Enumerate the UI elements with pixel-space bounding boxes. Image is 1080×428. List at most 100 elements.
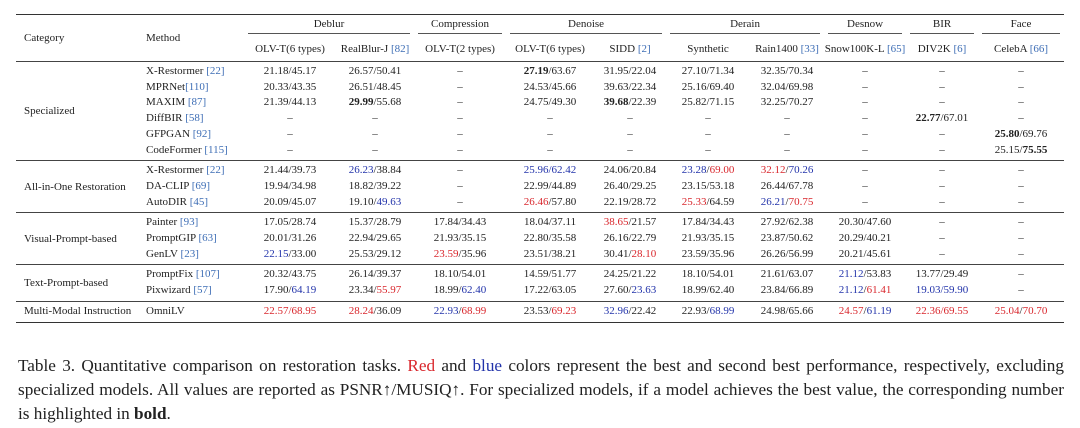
value-cell: – (978, 80, 1064, 96)
text-run: 23.51/38.21 (523, 247, 577, 260)
text-run: – (547, 143, 553, 156)
value-cell: – (906, 231, 978, 247)
text-run: 20.33/43.35 (263, 80, 317, 93)
text-run: GFPGAN (146, 127, 193, 140)
text-run: 20.32/43.75 (263, 268, 317, 281)
text-run: 39.63/22.34 (603, 80, 657, 93)
column-header: SIDD [2] (594, 37, 667, 62)
styled-run: 22.57/68.95 (263, 304, 317, 317)
text-run: 23.87/50.62 (760, 232, 814, 245)
text-run: / (785, 164, 789, 177)
text-run: – (287, 143, 293, 156)
header-cell: Compression (414, 15, 506, 38)
value-cell: – (414, 179, 506, 195)
styled-run: [33] (800, 43, 819, 55)
value-cell: 26.16/22.79 (594, 231, 666, 247)
value-cell: – (824, 195, 906, 213)
group-label: Face (982, 18, 1061, 34)
text-run: 21.93/35.15 (433, 232, 487, 245)
text-run: /35.96 (458, 247, 487, 260)
text-run: AutoDIR (146, 195, 190, 208)
text-run: 26.57/50.41 (348, 65, 402, 77)
value-cell: 20.32/43.75 (244, 264, 336, 284)
text-run: 32.25/70.27 (760, 96, 814, 109)
value-cell: 26.21/70.75 (750, 195, 824, 213)
value-cell: 14.59/51.77 (506, 264, 595, 284)
value-cell: 25.53/29.12 (336, 247, 414, 265)
styled-run: [23] (180, 247, 199, 260)
text-run: – (862, 195, 868, 208)
text-run: – (457, 143, 463, 156)
value-cell: 22.94/29.65 (336, 231, 414, 247)
value-cell: 21.18/45.17 (244, 62, 336, 80)
method-cell: CodeFormer [115] (140, 143, 244, 161)
styled-run: 38.65 (603, 216, 629, 229)
value-cell: – (978, 212, 1065, 232)
styled-run: 28.10 (631, 247, 657, 260)
value-cell: 18.04/37.11 (506, 212, 595, 232)
value-cell: 23.84/66.89 (750, 283, 824, 301)
method-cell: X-Restormer [22] (140, 160, 244, 179)
text-run: – (1018, 216, 1024, 229)
value-cell: 20.21/45.61 (824, 247, 906, 265)
header-sub-row: OLV-T(6 types) RealBlur-J [82] OLV-T(2 typ… (16, 37, 1065, 62)
value-cell: 22.93/68.99 (666, 300, 751, 323)
value-cell: – (824, 111, 906, 127)
value-cell: – (506, 143, 594, 161)
text-run: 22.94/29.65 (348, 232, 402, 245)
value-cell: – (414, 127, 506, 143)
styled-run: bold (134, 404, 167, 423)
column-header: Rain1400 [33] (750, 37, 825, 62)
method-cell: MPRNet[110] (140, 80, 244, 96)
value-cell: 38.65/21.57 (594, 212, 667, 232)
text-run: Pixwizard (146, 284, 194, 297)
text-run: 22.93/ (681, 304, 710, 317)
group-label: Deblur (248, 18, 411, 34)
styled-run: 23.63 (631, 284, 657, 297)
text-run: – (784, 127, 790, 140)
styled-run: 25.33 (681, 195, 707, 208)
value-cell: – (244, 143, 336, 161)
value-cell: – (594, 143, 666, 161)
text-run: – (939, 127, 945, 140)
value-cell: – (978, 179, 1064, 195)
styled-run: [57] (193, 284, 212, 297)
styled-run: 23.59 (433, 247, 459, 260)
value-cell: – (594, 127, 666, 143)
column-header: OLV-T(6 types) (244, 37, 336, 62)
text-run: 20.01/31.26 (263, 232, 317, 245)
value-cell: 20.29/40.21 (824, 231, 906, 247)
value-cell: 25.04/70.70 (978, 300, 1065, 323)
value-cell: – (336, 143, 414, 161)
group-label: Derain (670, 18, 821, 34)
value-cell: 22.77/67.01 (906, 111, 978, 127)
value-cell: – (978, 62, 1064, 80)
table-row: GenLV [23] 22.15/33.00 25.53/29.12 23.59/35… (16, 247, 1064, 265)
text-run: DIV2K (917, 43, 954, 55)
header-cell: Category (16, 14, 140, 62)
text-run: – (457, 80, 463, 93)
value-cell: 22.36/69.55 (906, 300, 979, 323)
styled-run: 28.24 (348, 304, 374, 317)
value-cell: 25.80/69.76 (978, 127, 1064, 143)
value-cell: 22.80/35.58 (506, 231, 594, 247)
text-run: 26.40/29.25 (603, 179, 657, 192)
value-cell: – (906, 160, 979, 179)
text-run: /38.84 (373, 164, 402, 177)
styled-run: [58] (185, 112, 204, 125)
text-run: – (1018, 268, 1024, 281)
text-run: MPRNet (146, 80, 186, 93)
value-cell: 19.10/49.63 (336, 195, 414, 213)
text-run: 25.82/71.15 (681, 96, 735, 109)
value-cell: 22.57/68.95 (244, 300, 336, 323)
header-cell: Desnow (824, 15, 906, 38)
value-cell: 18.10/54.01 (666, 264, 751, 284)
value-cell: – (978, 247, 1064, 265)
value-cell: – (906, 143, 978, 161)
text-run: 27.60/ (603, 284, 632, 297)
value-cell: 20.30/47.60 (824, 212, 907, 232)
styled-run: [2] (637, 43, 651, 55)
text-run: – (457, 195, 463, 208)
text-run: /69.76 (1019, 127, 1048, 140)
category-cell: Specialized (24, 105, 75, 118)
